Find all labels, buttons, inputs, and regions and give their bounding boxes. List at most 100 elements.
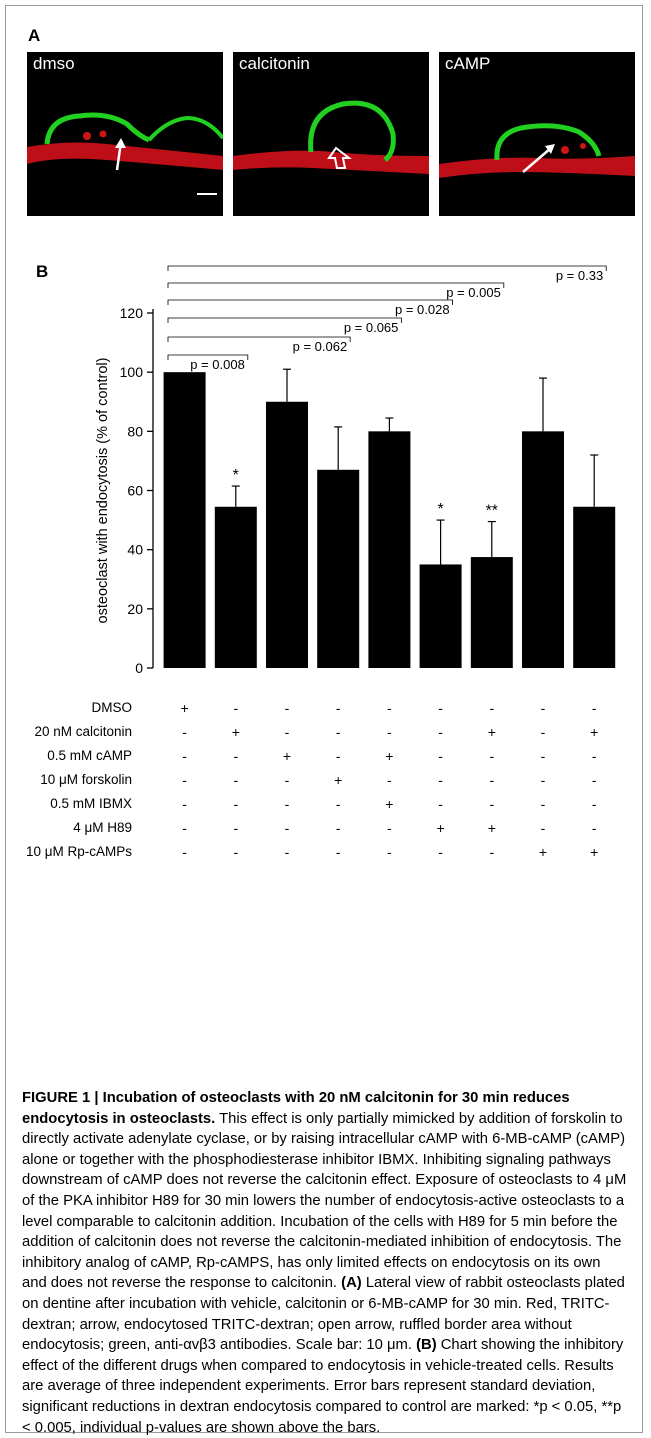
treatment-sign: -	[233, 748, 239, 764]
treatment-sign: -	[438, 844, 443, 860]
treatment-sign: -	[438, 724, 443, 740]
comparison-p-value: p = 0.008	[190, 357, 245, 372]
caption-body-b: Chart showing the inhibitory effect of t…	[22, 1337, 624, 1436]
treatment-sign: +	[180, 700, 189, 716]
treatment-label: 0.5 mM cAMP	[47, 748, 132, 763]
treatment-sign: +	[436, 820, 445, 836]
treatment-sign: -	[335, 820, 341, 836]
comparison-bracket	[167, 265, 607, 271]
micrograph-camp-image	[439, 123, 635, 178]
treatment-sign: -	[182, 844, 187, 860]
bar	[470, 557, 513, 668]
treatment-sign: +	[487, 820, 496, 836]
treatment-sign: -	[438, 772, 443, 788]
treatment-label: 4 μM H89	[73, 820, 132, 835]
treatment-sign: -	[387, 700, 392, 716]
treatment-sign: -	[540, 772, 546, 788]
treatment-label: 20 nM calcitonin	[34, 724, 132, 739]
treatment-sign: -	[489, 844, 495, 860]
treatment-sign: -	[233, 844, 239, 860]
y-tick-label: 120	[120, 305, 144, 321]
treatment-sign: -	[387, 820, 392, 836]
treatment-label: DMSO	[91, 700, 133, 715]
micrograph-dmso: dmso	[27, 52, 223, 216]
figure-frame	[5, 5, 643, 1433]
y-tick-label: 20	[127, 601, 143, 617]
bar	[573, 506, 616, 668]
treatment-sign: -	[182, 724, 187, 740]
treatment-sign: -	[489, 700, 495, 716]
treatment-sign: +	[334, 772, 343, 788]
comparison-p-value: p = 0.33	[556, 268, 603, 283]
comparison-p-value: p = 0.005	[446, 285, 501, 300]
micrograph-calcitonin: calcitonin	[233, 52, 429, 216]
bar	[317, 469, 360, 668]
treatment-sign: -	[335, 796, 341, 812]
treatment-sign: -	[591, 820, 597, 836]
treatment-sign: -	[591, 772, 597, 788]
treatment-sign: -	[284, 820, 290, 836]
treatment-sign: -	[489, 796, 495, 812]
comparison-p-value: p = 0.028	[395, 302, 450, 317]
treatment-label: 0.5 mM IBMX	[50, 796, 132, 811]
significance-marker: **	[486, 503, 498, 520]
micrograph-dmso-image	[27, 112, 223, 195]
comparison-bracket	[167, 317, 402, 323]
y-tick-label: 0	[135, 660, 143, 676]
treatment-sign: +	[385, 748, 394, 764]
bar	[368, 431, 411, 668]
treatment-sign: -	[233, 700, 239, 716]
treatment-sign: -	[540, 748, 546, 764]
bar	[163, 372, 206, 668]
treatment-sign: -	[438, 700, 443, 716]
caption-label-b: (B)	[416, 1337, 437, 1354]
treatment-sign: -	[387, 772, 392, 788]
significance-marker: *	[437, 501, 443, 518]
treatment-sign: +	[487, 724, 496, 740]
micrograph-calcitonin-image	[233, 100, 429, 174]
treatment-sign: -	[182, 796, 187, 812]
treatment-sign: -	[284, 772, 290, 788]
treatment-sign: -	[591, 700, 597, 716]
bar	[214, 506, 257, 668]
treatment-sign: +	[590, 724, 599, 740]
treatment-sign: -	[438, 796, 443, 812]
treatment-sign: -	[438, 748, 443, 764]
micrograph-label: calcitonin	[239, 54, 310, 73]
treatment-sign: -	[387, 724, 392, 740]
caption-title: FIGURE 1 | Incubation of osteoclasts wit…	[22, 1090, 570, 1127]
treatment-sign: -	[233, 820, 239, 836]
treatment-sign: -	[540, 820, 546, 836]
caption-label-a: (A)	[341, 1275, 362, 1292]
treatment-sign: -	[284, 844, 290, 860]
treatment-sign: -	[489, 748, 495, 764]
treatment-sign: -	[335, 748, 341, 764]
treatment-sign: -	[335, 844, 341, 860]
treatment-sign: -	[233, 796, 239, 812]
comparison-bracket	[167, 299, 453, 305]
caption-body-a: Lateral view of rabbit osteoclasts plate…	[22, 1275, 625, 1354]
treatment-label: 10 μM Rp-cAMPs	[25, 844, 132, 859]
comparison-p-value: p = 0.065	[344, 320, 399, 335]
y-tick-label: 40	[127, 542, 143, 558]
micrograph-label: cAMP	[445, 54, 491, 73]
treatment-sign: -	[233, 772, 239, 788]
y-tick-label: 100	[120, 364, 144, 380]
y-tick-label: 60	[127, 483, 143, 499]
treatment-sign: +	[282, 748, 292, 764]
treatment-sign: -	[182, 748, 187, 764]
figure-caption: FIGURE 1 | Incubation of osteoclasts wit…	[22, 1088, 628, 1438]
bar	[419, 564, 462, 668]
treatment-sign: +	[231, 724, 240, 740]
comparison-bracket	[167, 282, 505, 288]
treatment-sign: -	[591, 748, 597, 764]
treatment-sign: -	[540, 796, 546, 812]
treatment-sign: +	[590, 844, 599, 860]
comparison-p-value: p = 0.062	[293, 339, 348, 354]
micrograph-label: dmso	[33, 54, 75, 73]
bar-chart: 0 20 40 60 80 100 120 osteoclast with endocytos…	[95, 265, 616, 676]
treatment-sign: -	[335, 700, 341, 716]
treatment-sign: -	[182, 820, 187, 836]
treatment-sign: -	[540, 700, 546, 716]
panel-b-label: B	[36, 262, 49, 281]
